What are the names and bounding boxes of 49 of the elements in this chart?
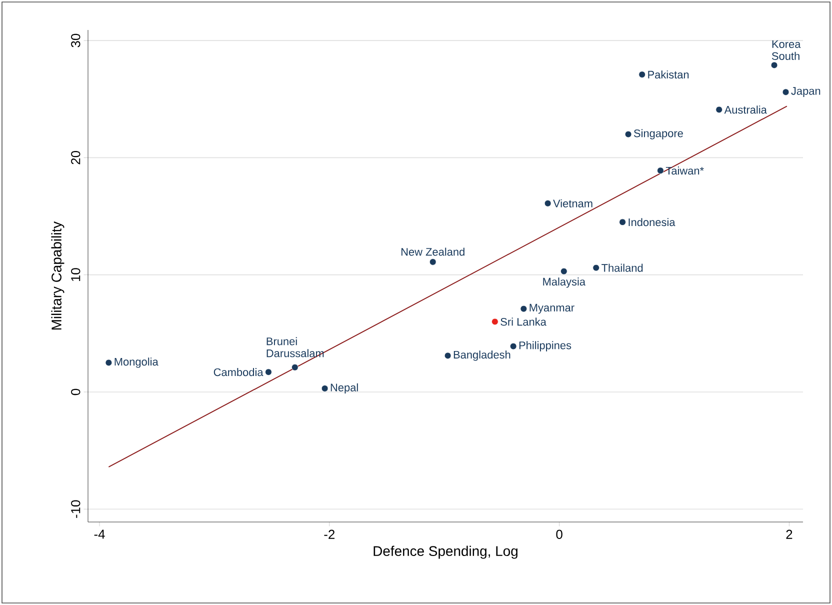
annotation: Mongolia — [114, 358, 158, 368]
x-tick-label: -4 — [94, 530, 105, 539]
y-tick-label: 10 — [71, 268, 80, 282]
point — [657, 167, 664, 174]
y-tick-label: 30 — [71, 34, 80, 48]
point — [444, 352, 452, 360]
point — [510, 342, 517, 350]
y-axis-title: Military Capability — [51, 221, 64, 330]
point — [321, 385, 328, 392]
annotation: Sri Lanka — [500, 318, 546, 326]
annotation: Nepal — [330, 383, 358, 394]
annotation: Indonesia — [628, 218, 676, 226]
annotation: Korea South — [772, 40, 801, 60]
annotation: Australia — [724, 106, 767, 114]
point — [624, 130, 632, 138]
x-tick-label: 2 — [786, 530, 792, 539]
x-tick-label: -2 — [324, 530, 334, 539]
point — [265, 368, 272, 376]
point — [592, 264, 600, 272]
annotation: New Zealand — [401, 248, 464, 256]
y-tick-label: 20 — [71, 150, 80, 164]
x-axis-title: Defence Spending, Log — [374, 546, 518, 559]
annotation: Myanmar — [530, 304, 574, 314]
y-tick-label: -10 — [71, 500, 80, 518]
point — [638, 71, 646, 78]
annotation: Philippines — [519, 341, 572, 352]
annotation: Japan — [791, 87, 820, 97]
point — [770, 62, 778, 69]
point — [520, 305, 528, 312]
point — [292, 364, 298, 371]
annotation: Vietnam — [553, 199, 592, 208]
annotation: Brunei Darussalam — [266, 337, 324, 358]
point — [619, 218, 626, 226]
annotation: Singapore — [634, 129, 683, 140]
annotation: Pakistan — [648, 70, 689, 79]
annotation: Thailand — [602, 264, 643, 272]
point — [492, 318, 498, 326]
point — [560, 268, 568, 275]
annotation: Cambodia — [214, 368, 264, 376]
point — [716, 106, 722, 114]
annotation: Bangladesh — [454, 350, 510, 361]
annotation: Taiwan* — [666, 166, 704, 175]
point — [544, 200, 552, 207]
point — [782, 88, 790, 96]
point — [429, 258, 436, 266]
annotation: Malaysia — [543, 278, 586, 288]
x-tick-label: 0 — [556, 530, 562, 539]
y-tick-label: 0 — [71, 388, 80, 396]
point — [105, 359, 112, 366]
